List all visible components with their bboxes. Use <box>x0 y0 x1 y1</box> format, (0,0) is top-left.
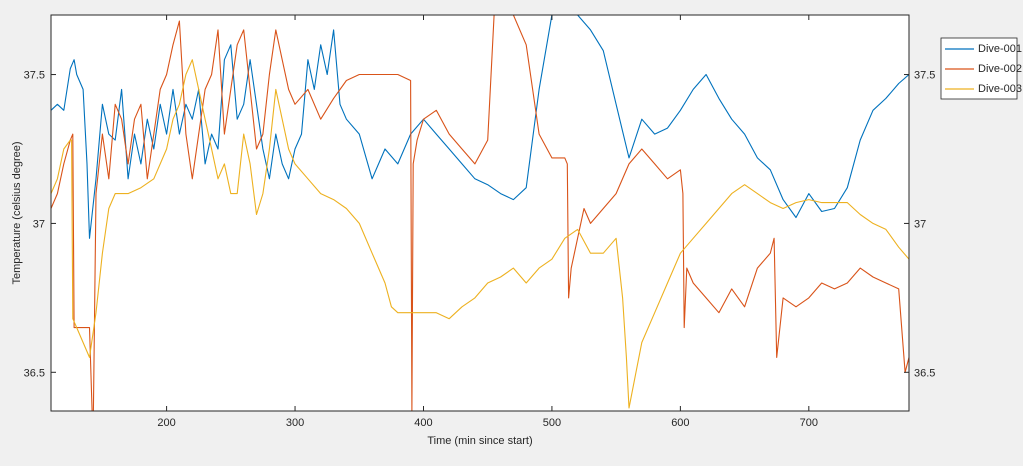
x-tick-label-400: 400 <box>414 417 432 429</box>
y-tick-label-right-36.5: 36.5 <box>914 367 935 379</box>
legend-label-dive-002: Dive-002 <box>978 63 1022 75</box>
plot-frame <box>50 14 910 412</box>
legend-label-dive-003: Dive-003 <box>978 83 1022 95</box>
x-tick-label-500: 500 <box>543 417 561 429</box>
x-tick-label-300: 300 <box>286 417 304 429</box>
x-axis-title: Time (min since start) <box>427 435 532 447</box>
y-tick-label-right-37.5: 37.5 <box>914 70 935 82</box>
x-tick-label-700: 700 <box>800 417 818 429</box>
legend: Dive-001 Dive-002 Dive-003 <box>940 37 1022 100</box>
series-line-dive-001 <box>51 15 909 239</box>
series-line-dive-002 <box>51 15 909 411</box>
x-tick-label-600: 600 <box>671 417 689 429</box>
legend-label-dive-001: Dive-001 <box>978 43 1022 55</box>
y-tick-label-left-37.5: 37.5 <box>24 70 45 82</box>
y-axis-ticks: 36.5 37 37.5 36.5 37 37.5 <box>24 70 936 380</box>
x-tick-label-200: 200 <box>157 417 175 429</box>
x-axis-ticks: 200 300 400 500 600 700 <box>157 15 818 429</box>
plot-background <box>51 15 909 411</box>
y-tick-label-right-37: 37 <box>914 218 926 230</box>
y-axis-title: Temperature (celsius degree) <box>11 141 23 284</box>
y-tick-label-left-37: 37 <box>33 218 45 230</box>
y-tick-label-left-36.5: 36.5 <box>24 367 45 379</box>
series-line-dive-003 <box>51 59 909 409</box>
series-layer <box>51 15 909 411</box>
